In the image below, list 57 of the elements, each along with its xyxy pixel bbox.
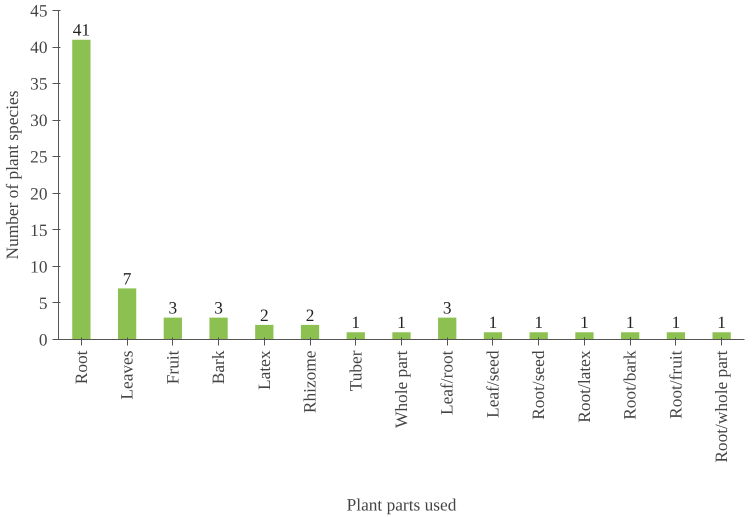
x-tick-label: Bark [209, 350, 228, 384]
data-label: 1 [672, 313, 680, 332]
y-tick-label: 25 [30, 148, 48, 167]
y-tick-label: 15 [30, 220, 48, 240]
bar [300, 324, 320, 340]
y-tick-label: 35 [30, 74, 48, 94]
y-tick-label: 45 [30, 2, 48, 20]
bar [438, 318, 456, 340]
bar [621, 332, 640, 340]
data-label: 2 [306, 306, 314, 325]
y-tick-label: 0 [38, 330, 48, 350]
bar [255, 324, 274, 340]
x-tick-label: Root [72, 350, 91, 384]
x-tick-label: Rhizome [300, 350, 320, 414]
data-label: 2 [260, 306, 269, 325]
bar [530, 332, 548, 340]
x-tick-label: Root/latex [574, 350, 594, 423]
data-label: 3 [442, 298, 452, 318]
y-tick-label: 10 [30, 257, 48, 276]
bar [118, 288, 136, 340]
data-label: 1 [351, 313, 360, 332]
x-tick-label: Whole part [392, 350, 411, 428]
x-tick-label: Leaves [118, 350, 137, 400]
data-label: 1 [580, 313, 589, 332]
bar [575, 332, 594, 340]
bar [392, 332, 411, 340]
bar [209, 318, 228, 340]
data-label: 3 [168, 298, 178, 318]
y-tick-label: 20 [30, 184, 48, 204]
data-label: 41 [72, 20, 90, 40]
data-label: 1 [626, 313, 635, 332]
x-tick-label: Leaf/seed [483, 350, 502, 418]
y-tick-label: 5 [38, 294, 48, 313]
x-tick-label: Fruit [163, 350, 182, 384]
x-axis-title: Plant parts used [346, 496, 457, 515]
x-tick-label: Root/bark [620, 350, 640, 420]
bar [484, 332, 502, 340]
y-tick-label: 30 [30, 111, 48, 130]
data-label: 7 [122, 269, 132, 288]
bar [346, 332, 365, 340]
bar [666, 332, 686, 340]
y-axis-title: Number of plant species [3, 90, 22, 260]
data-label: 3 [214, 298, 223, 318]
data-label: 1 [397, 313, 406, 332]
data-label: 1 [488, 313, 498, 332]
x-tick-label: Root/whole part [712, 350, 732, 463]
x-tick-label: Root/fruit [666, 350, 686, 419]
bar [712, 332, 731, 340]
x-tick-label: Tuber [346, 350, 366, 392]
bar [164, 318, 182, 340]
x-tick-label: Leaf/root [438, 350, 457, 415]
bar [72, 40, 91, 340]
y-tick-label: 40 [30, 38, 48, 58]
data-label: 1 [717, 313, 726, 332]
x-tick-label: Root/seed [529, 350, 548, 420]
data-label: 1 [534, 313, 544, 332]
x-tick-label: Latex [254, 350, 274, 390]
